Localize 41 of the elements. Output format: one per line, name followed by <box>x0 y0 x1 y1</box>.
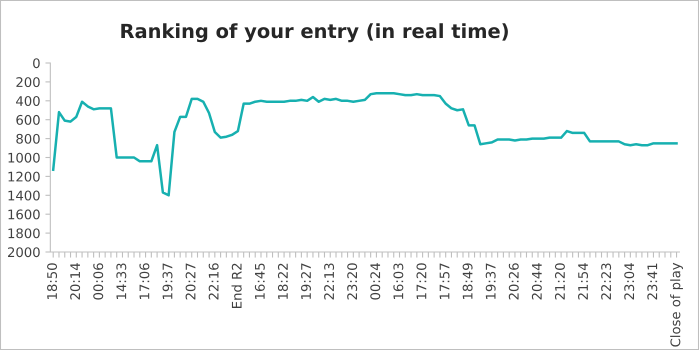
y-tick-label: 2000 <box>8 247 40 258</box>
x-tick-label: 19:27 <box>301 264 311 299</box>
y-tick-label: 1200 <box>8 172 40 182</box>
x-tick-label: 19:37 <box>162 264 172 299</box>
x-tick-label: 00:06 <box>93 263 104 300</box>
x-tick-label: 18:49 <box>462 263 473 299</box>
x-tick-label: 14:33 <box>116 263 126 299</box>
x-tick-label: 21:54 <box>578 263 588 300</box>
x-tick-label: 23:04 <box>624 263 634 300</box>
line-series <box>52 92 678 197</box>
x-tick-label: 22:13 <box>324 263 334 300</box>
x-tick-label: 22:23 <box>601 263 612 300</box>
x-tick-label: 23:41 <box>647 264 658 300</box>
x-tick-label: 22:16 <box>208 263 219 300</box>
x-tick-label: Close of play <box>670 262 683 347</box>
y-tick-label: 600 <box>16 114 40 125</box>
x-tick-label: 21:20 <box>554 263 565 300</box>
y-tick-label: 1800 <box>8 228 40 238</box>
x-tick-label: 16:45 <box>254 264 265 299</box>
x-tick-label: 20:44 <box>532 263 542 300</box>
x-tick-label: 00:24 <box>370 263 380 300</box>
x-tick-label: 17:06 <box>139 263 150 299</box>
y-tick-label: 200 <box>16 77 40 88</box>
chart-title: Ranking of your entry (in real time) <box>121 23 508 42</box>
y-tick-label: 0 <box>33 58 40 68</box>
y-tick-label: 800 <box>16 134 40 144</box>
x-tick-label: 20:14 <box>70 263 80 300</box>
x-tick-label: 18:50 <box>47 263 58 299</box>
y-tick-label: 1600 <box>8 209 40 220</box>
x-tick-label: 19:37 <box>486 264 496 299</box>
x-tick-label: End R2 <box>232 264 242 308</box>
x-tick-label: 23:20 <box>347 263 358 300</box>
y-tick-label: 1400 <box>8 190 40 200</box>
y-tick-label: 400 <box>16 96 40 106</box>
x-tick-label: 18:22 <box>278 264 288 299</box>
x-tick-label: 16:03 <box>393 263 404 299</box>
x-tick-label: 17:20 <box>416 263 426 299</box>
x-tick-label: 20:26 <box>508 263 519 300</box>
x-tick-label: 20:27 <box>186 264 196 300</box>
x-tick-label: 17:57 <box>440 264 450 299</box>
y-tick-label: 1000 <box>8 152 40 163</box>
